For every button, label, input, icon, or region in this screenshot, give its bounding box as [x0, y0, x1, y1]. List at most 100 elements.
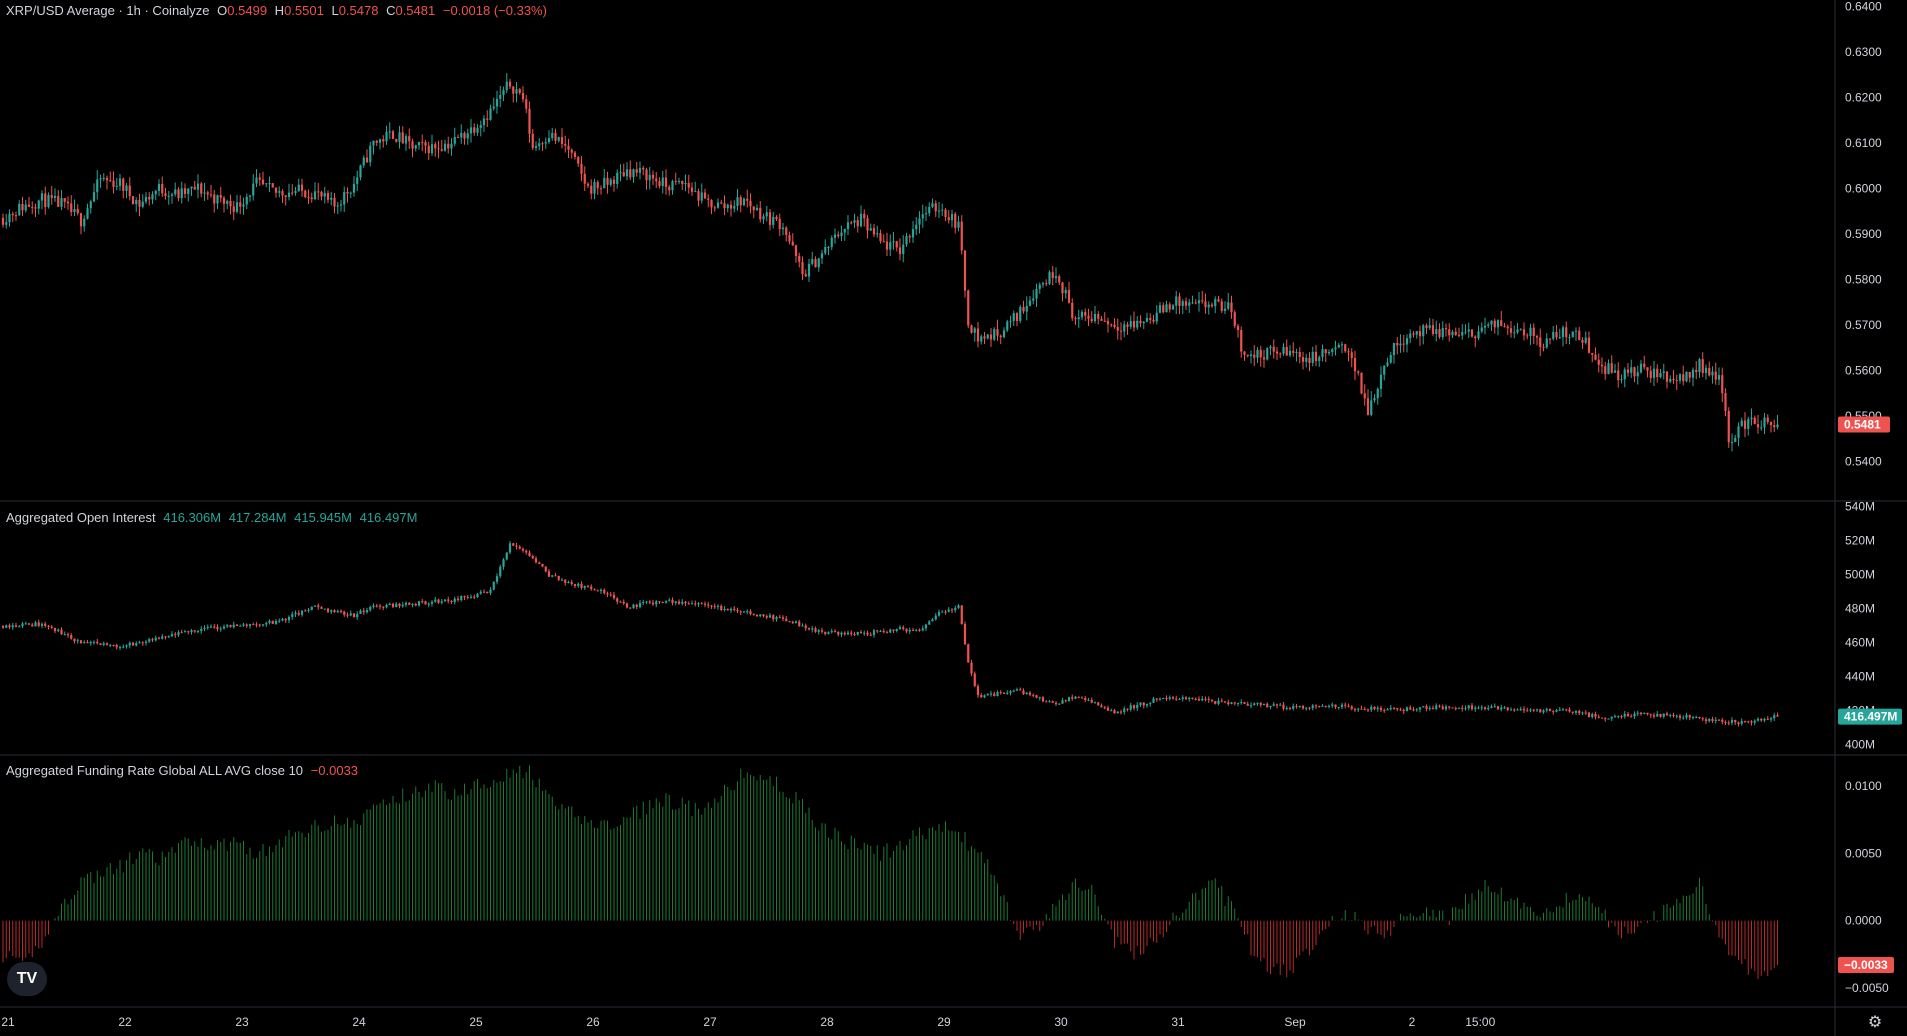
oi-candle: [382, 606, 385, 608]
price-candle: [1483, 325, 1487, 328]
oi-candle: [395, 603, 398, 608]
price-candle: [694, 191, 697, 193]
time-tick-label: 29: [937, 1015, 951, 1029]
oi-candle: [1535, 709, 1539, 711]
oi-candle: [239, 625, 242, 627]
high-value: 0.5501: [284, 3, 324, 18]
oi-candle: [941, 611, 944, 613]
oi-candle: [1685, 715, 1688, 718]
price-candle: [577, 156, 580, 164]
oi-candle: [183, 631, 187, 633]
price-candle: [50, 195, 53, 198]
oi-candle: [655, 601, 658, 605]
oi-candle: [1132, 705, 1136, 709]
oi-candle: [450, 600, 453, 602]
oi-candle: [1220, 700, 1223, 702]
oi-candle: [469, 596, 473, 598]
oi-candle: [726, 608, 729, 611]
oi-candle: [346, 614, 349, 616]
oi-candle: [1415, 709, 1418, 711]
price-candle: [814, 259, 817, 268]
oi-candle: [170, 634, 174, 637]
oi-candle: [580, 583, 583, 588]
oi-candle: [1370, 706, 1373, 710]
price-candle: [911, 229, 915, 238]
oi-candle: [440, 601, 443, 603]
price-candle: [1526, 335, 1529, 337]
gear-icon[interactable]: ⚙: [1867, 1014, 1883, 1031]
price-candle: [1058, 276, 1061, 283]
price-candle: [466, 133, 469, 139]
oi-candle: [1048, 701, 1051, 703]
oi-candle: [593, 589, 596, 591]
price-candle: [385, 131, 388, 142]
oi-candle: [1145, 703, 1149, 706]
price-candle: [1639, 363, 1643, 373]
price-candle: [931, 203, 934, 207]
oi-candle: [512, 543, 515, 546]
price-candle: [1093, 313, 1097, 322]
price-candle: [986, 334, 989, 339]
price-candle: [352, 183, 356, 193]
price-candle: [1136, 320, 1139, 328]
time-tick-label: 2: [1409, 1015, 1416, 1029]
price-candle: [1399, 343, 1402, 346]
oi-candle: [1061, 700, 1064, 704]
tradingview-logo-icon[interactable]: TV: [7, 962, 47, 996]
oi-candle: [586, 585, 590, 587]
price-candle: [1454, 331, 1457, 335]
oi-candle: [1428, 707, 1431, 709]
price-candle: [222, 197, 226, 204]
oi-candle: [200, 629, 203, 632]
close-value: 0.5481: [395, 3, 436, 18]
price-candle: [11, 213, 14, 216]
oi-candle: [21, 623, 24, 627]
oi-candle: [1610, 716, 1613, 719]
oi-candle: [1438, 705, 1441, 707]
price-candle: [1158, 305, 1162, 313]
price-candles: [1, 73, 1779, 452]
oi-candle: [24, 623, 27, 625]
oi-candle: [1194, 698, 1197, 700]
oi-candle: [73, 638, 76, 642]
oi-candle: [1236, 702, 1240, 704]
oi-candle: [479, 591, 482, 594]
price-candle: [265, 183, 268, 185]
time-tick-label: 31: [1171, 1015, 1185, 1029]
price-candle: [157, 183, 161, 191]
price-candle: [128, 185, 131, 197]
oi-candle: [424, 601, 427, 605]
oi-candle: [794, 621, 798, 623]
oi-candle: [180, 632, 183, 634]
oi-candle: [772, 615, 775, 620]
oi-candle: [486, 591, 489, 594]
price-candle: [1344, 344, 1347, 352]
price-candle: [928, 206, 931, 214]
oi-candle: [1652, 715, 1656, 717]
low-label: L: [331, 3, 339, 18]
price-candle: [372, 140, 375, 146]
oi-candle: [102, 643, 105, 645]
price-candle: [66, 201, 70, 204]
oi-candle: [1574, 710, 1578, 713]
price-candle: [1022, 306, 1025, 312]
oi-candle: [1162, 697, 1165, 699]
price-candle: [1071, 302, 1074, 319]
price-candle: [248, 195, 252, 197]
price-candle: [840, 232, 843, 237]
price-candle: [1097, 313, 1100, 319]
price-candle: [213, 194, 216, 204]
price-candle: [905, 236, 908, 245]
price-candle: [216, 195, 219, 204]
oi-candle: [1669, 714, 1672, 716]
price-candle: [1565, 327, 1568, 338]
oi-candle: [115, 645, 118, 648]
oi-candle: [401, 604, 404, 607]
oi-candle: [63, 634, 66, 636]
oi-candle: [258, 624, 261, 626]
price-candle: [1048, 272, 1051, 284]
price-candle: [151, 194, 154, 200]
oi-candle: [918, 629, 921, 631]
price-candle: [746, 198, 749, 201]
